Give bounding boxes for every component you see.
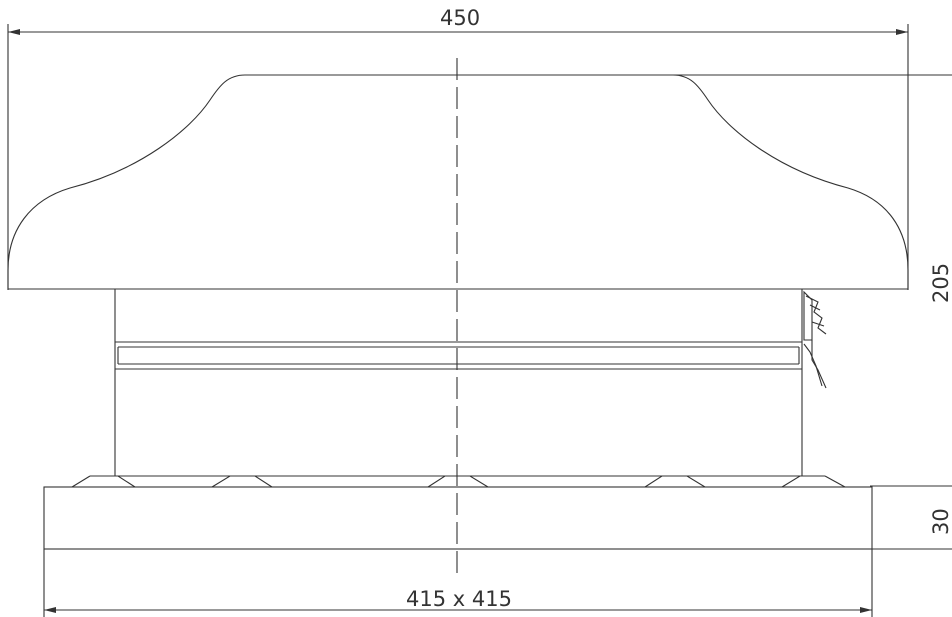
overall-width-dimension: [7, 24, 909, 290]
base-plate: [43, 486, 873, 550]
height-extension-lines: [673, 74, 952, 550]
overall-width-label: 450: [440, 6, 481, 30]
base-size-label: 415 x 415: [406, 587, 512, 611]
motor-housing: [114, 289, 803, 476]
total-height-label: 205: [929, 262, 952, 303]
hood-outline: [7, 74, 909, 290]
base-width-dimension: [43, 549, 873, 617]
base-height-label: 30: [929, 508, 952, 535]
base-flange: [71, 475, 846, 488]
side-latch: [803, 290, 827, 389]
